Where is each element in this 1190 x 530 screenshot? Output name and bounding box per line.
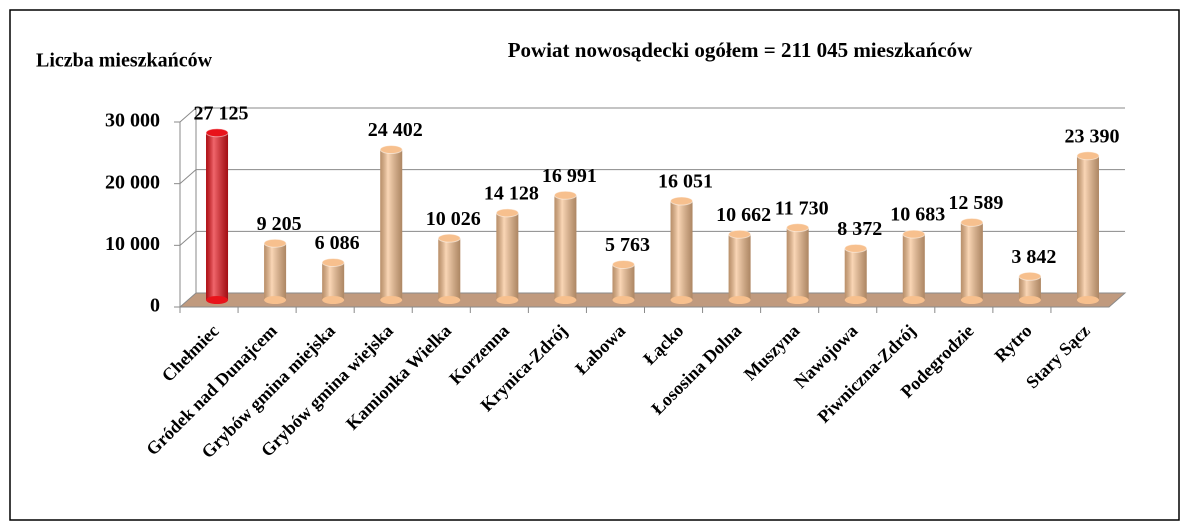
value-label: 10 662 bbox=[716, 204, 771, 226]
y-tick-label: 20 000 bbox=[105, 171, 160, 193]
bar-bottom bbox=[438, 296, 461, 304]
value-label: 16 051 bbox=[658, 171, 713, 193]
value-label: 8 372 bbox=[837, 218, 882, 240]
bar-shade bbox=[206, 132, 229, 300]
bar-bottom bbox=[844, 296, 867, 304]
bar-shade bbox=[728, 234, 751, 300]
bar-bottom bbox=[554, 296, 577, 304]
bar-top bbox=[495, 208, 519, 218]
bar-top bbox=[321, 257, 345, 267]
bar-top bbox=[379, 145, 403, 155]
bar-shade bbox=[264, 243, 287, 300]
bar-shade bbox=[554, 195, 577, 300]
bar-top bbox=[902, 229, 926, 239]
value-label: 27 125 bbox=[194, 102, 249, 124]
bar-top bbox=[553, 190, 577, 200]
grid-diag bbox=[179, 230, 197, 246]
value-label: 12 589 bbox=[948, 192, 1003, 214]
bar-shade bbox=[438, 238, 461, 300]
y-tick-label: 0 bbox=[150, 295, 160, 317]
bar-bottom bbox=[380, 296, 403, 304]
bar-top bbox=[670, 196, 694, 206]
bar-top bbox=[1076, 151, 1100, 161]
bar-top bbox=[728, 229, 752, 239]
bar-shade bbox=[380, 149, 403, 300]
value-label: 11 730 bbox=[775, 197, 829, 219]
bar-top bbox=[960, 217, 984, 227]
bar-top bbox=[844, 243, 868, 253]
value-label: 10 683 bbox=[890, 204, 945, 226]
bar-top bbox=[437, 233, 461, 243]
value-label: 10 026 bbox=[426, 208, 481, 230]
chart-title: Powiat nowosądecki ogółem = 211 045 mies… bbox=[508, 38, 973, 62]
bar-shade bbox=[1018, 276, 1041, 300]
bar-shade bbox=[786, 227, 809, 300]
bar-bottom bbox=[728, 296, 751, 304]
value-label: 16 991 bbox=[542, 165, 597, 187]
value-label: 24 402 bbox=[368, 119, 423, 141]
bar-bottom bbox=[612, 296, 635, 304]
bar-bottom bbox=[670, 296, 693, 304]
bar-bottom bbox=[496, 296, 519, 304]
bar-top bbox=[611, 259, 635, 269]
bar-bottom bbox=[206, 296, 229, 304]
grid-diag bbox=[179, 107, 197, 123]
value-label: 9 205 bbox=[257, 213, 302, 235]
bar-bottom bbox=[786, 296, 809, 304]
value-label: 23 390 bbox=[1064, 125, 1119, 147]
value-label: 3 842 bbox=[1011, 246, 1056, 268]
bar-bottom bbox=[1076, 296, 1099, 304]
bar-bottom bbox=[1018, 296, 1041, 304]
value-label: 6 086 bbox=[315, 232, 360, 254]
bar-shade bbox=[496, 212, 519, 300]
grid-diag bbox=[179, 169, 197, 185]
bar-top bbox=[205, 128, 229, 138]
bar-bottom bbox=[960, 296, 983, 304]
bar-shade bbox=[902, 234, 925, 300]
bar-shade bbox=[960, 222, 983, 300]
floor bbox=[178, 292, 1127, 308]
bar-bottom bbox=[322, 296, 345, 304]
bar-shade bbox=[1076, 155, 1099, 300]
bar-top bbox=[263, 238, 287, 248]
bar-top bbox=[786, 223, 810, 233]
frame bbox=[9, 9, 1180, 521]
bar-bottom bbox=[264, 296, 287, 304]
bar-top bbox=[1018, 271, 1042, 281]
bar-bottom bbox=[902, 296, 925, 304]
value-label: 14 128 bbox=[484, 182, 539, 204]
bar-shade bbox=[322, 262, 345, 300]
bar-shade bbox=[670, 201, 693, 300]
y-axis-label: Liczba mieszkańców bbox=[36, 50, 213, 72]
bar-shade bbox=[844, 248, 867, 300]
bar-shade bbox=[612, 264, 635, 300]
y-tick-label: 10 000 bbox=[105, 233, 160, 255]
y-tick-label: 30 000 bbox=[105, 110, 160, 132]
value-label: 5 763 bbox=[605, 234, 650, 256]
